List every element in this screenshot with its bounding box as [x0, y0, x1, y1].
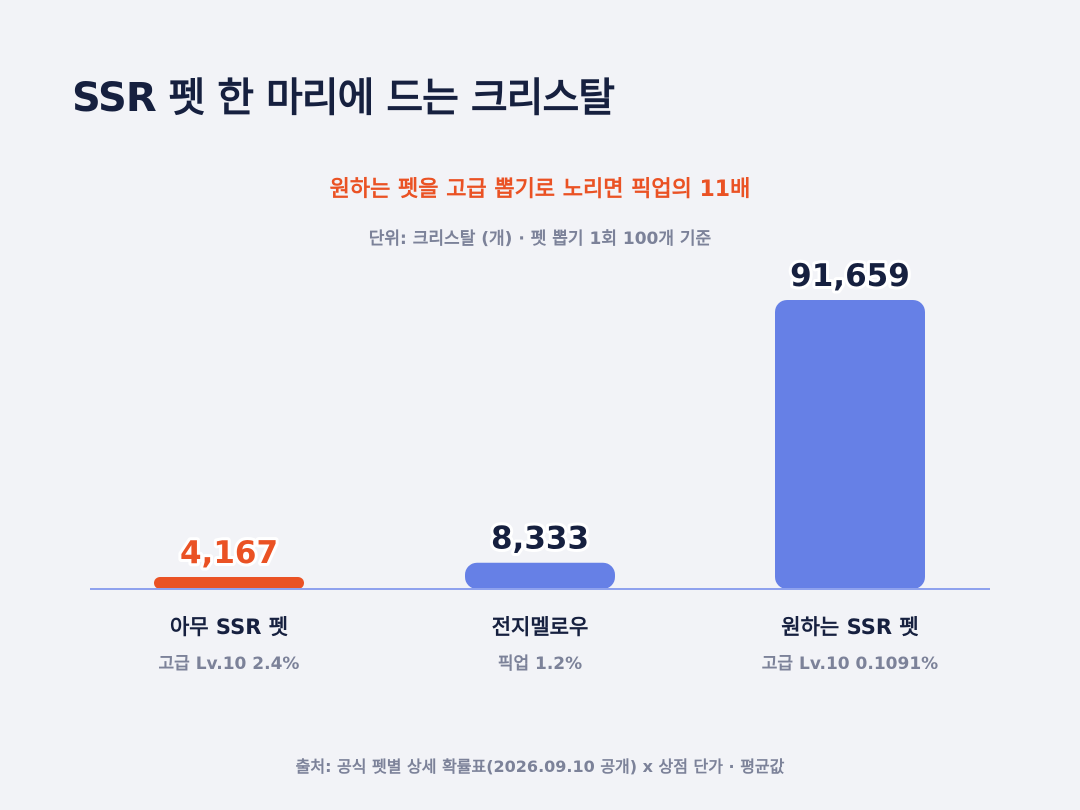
value-label-3: 91,659: [790, 258, 910, 294]
bar-2: [465, 562, 615, 589]
category-subtitle-3: 고급 Lv.10 0.1091%: [762, 654, 938, 674]
category-subtitle-1: 고급 Lv.10 2.4%: [159, 654, 300, 674]
category-label-2: 전지멜로우: [492, 615, 589, 639]
bars-layer: [154, 300, 925, 589]
chart-subtitle: 원하는 펫을 고급 뽑기로 노리면 픽업의 11배: [329, 177, 751, 202]
source-note: 출처: 공식 펫별 상세 확률표(2026.09.10 공개) x 상점 단가 …: [295, 757, 785, 776]
value-label-2: 8,333: [491, 521, 589, 557]
bar-3: [775, 300, 925, 589]
category-label-3: 원하는 SSR 펫: [781, 615, 918, 639]
category-label-1: 아무 SSR 펫: [170, 615, 288, 639]
category-subtitle-2: 픽업 1.2%: [498, 654, 582, 674]
bar-1: [154, 577, 304, 589]
page-title: SSR 펫 한 마리에 드는 크리스탈: [72, 75, 615, 121]
value-label-1: 4,167: [180, 535, 278, 571]
chart-unit-note: 단위: 크리스탈 (개) · 펫 뽑기 1회 100개 기준: [368, 229, 712, 249]
